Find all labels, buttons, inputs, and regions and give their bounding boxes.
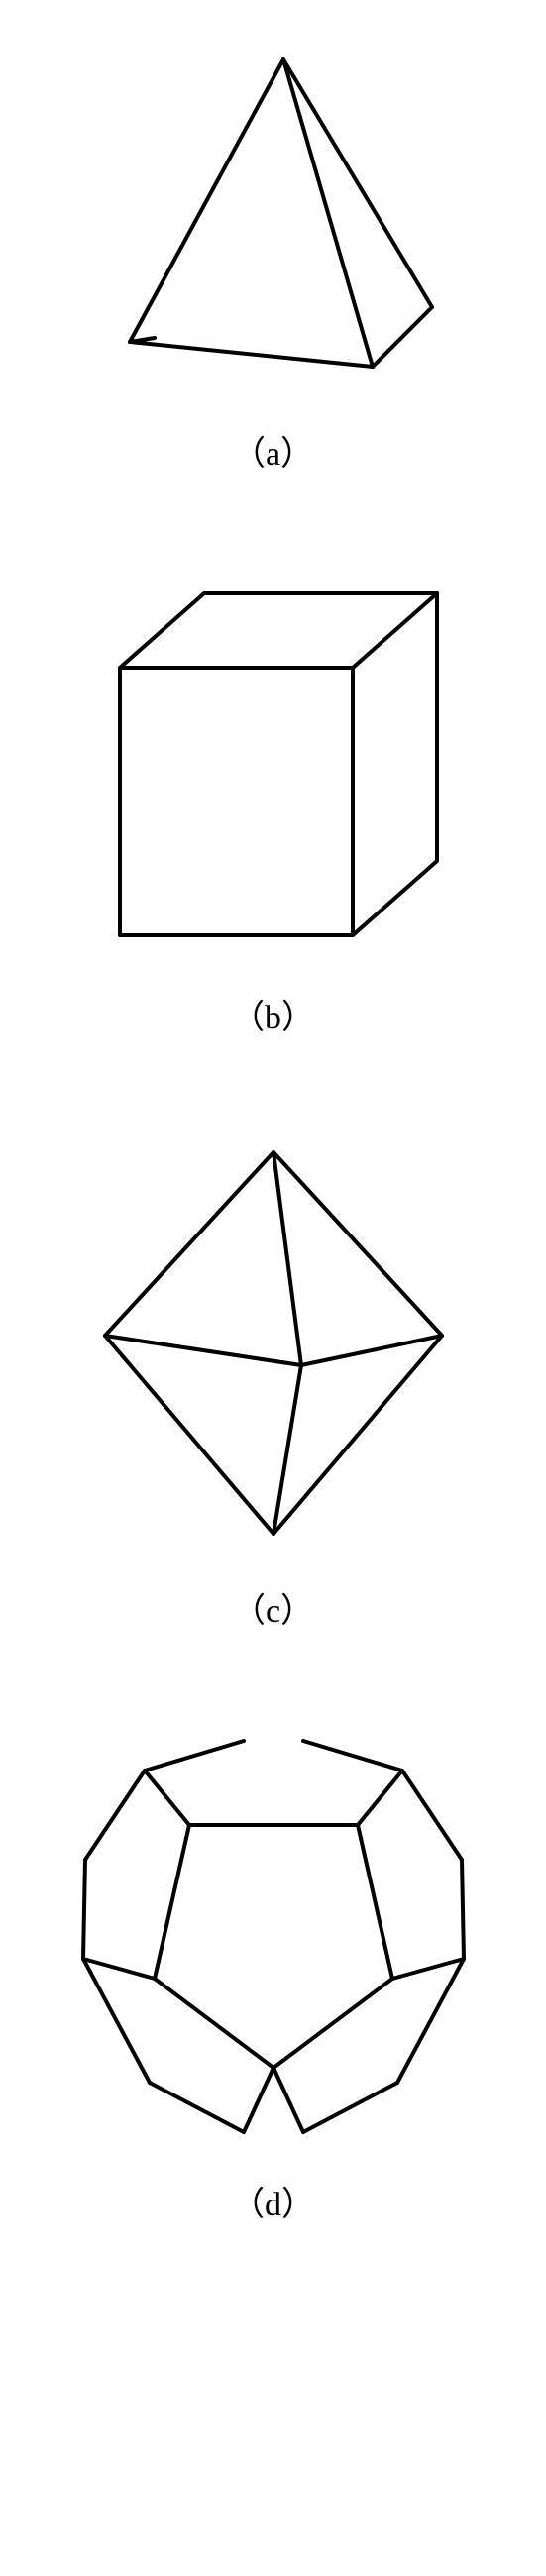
caption-c: （c） xyxy=(232,1583,314,1632)
octahedron-diagram xyxy=(85,1137,462,1554)
dodecahedron-diagram xyxy=(75,1731,472,2147)
panel-b: （b） xyxy=(85,564,462,1098)
panel-c: （c） xyxy=(85,1137,462,1691)
tetrahedron-diagram xyxy=(95,40,452,396)
panel-a: （a） xyxy=(95,40,452,534)
cube-diagram xyxy=(85,564,462,960)
polyhedra-figure: （a） （b） （c） xyxy=(0,0,546,2245)
panel-d: （d） xyxy=(75,1731,472,2245)
caption-d: （d） xyxy=(231,2177,315,2225)
caption-b: （b） xyxy=(231,990,315,1038)
caption-a: （a） xyxy=(232,426,314,475)
